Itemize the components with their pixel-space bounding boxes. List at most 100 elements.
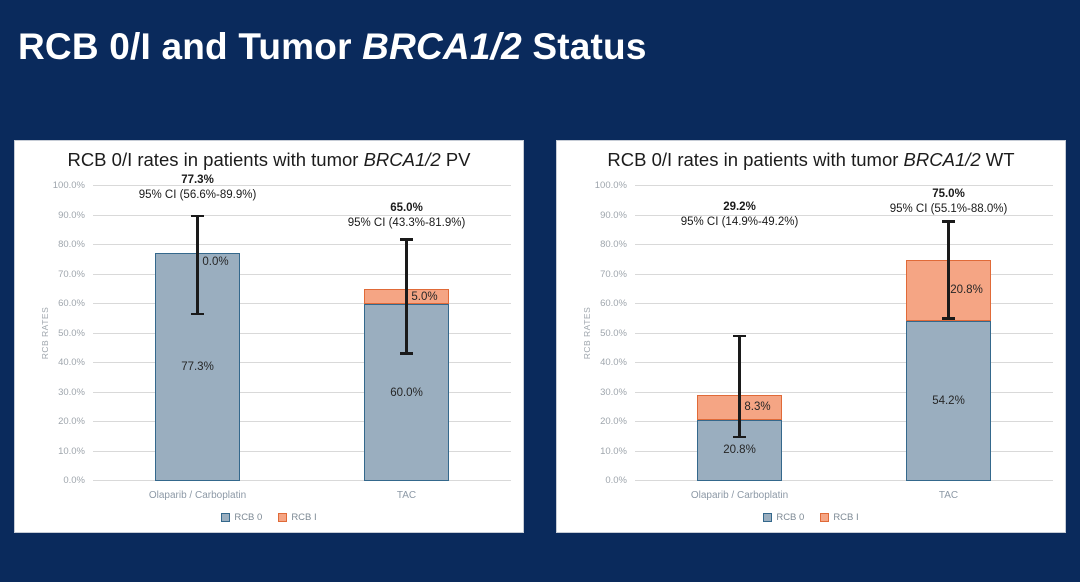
error-bar-cap: [942, 317, 955, 320]
chart-title-wt: RCB 0/I rates in patients with tumor BRC…: [557, 149, 1065, 171]
y-tick-label: 40.0%: [58, 357, 85, 368]
error-bar-cap: [400, 352, 413, 355]
gridline: [93, 391, 511, 393]
gridline: [93, 421, 511, 422]
legend-pv: RCB 0 RCB I: [15, 512, 523, 523]
total-annotation: 75.0% 95% CI (55.1%-88.0%): [890, 187, 1008, 216]
total-annotation: 77.3% 95% CI (56.6%-89.9%): [139, 173, 257, 202]
bar-value-label: 8.3%: [744, 401, 771, 414]
x-axis-label: Olaparib / Carboplatin: [148, 490, 247, 501]
y-tick-label: 100.0%: [594, 180, 627, 191]
y-tick-label: 70.0%: [600, 268, 627, 280]
total-value: 65.0%: [390, 202, 423, 215]
y-tick-label: 10.0%: [600, 445, 627, 457]
y-tick-label: 50.0%: [600, 327, 627, 339]
legend-swatch: [221, 513, 231, 522]
legend-item: RCB 0: [221, 512, 262, 523]
gridline: [93, 362, 511, 363]
gridline: [635, 185, 1053, 186]
gridline: [635, 450, 1053, 452]
total-annotation: 65.0% 95% CI (43.3%-81.9%): [348, 201, 466, 230]
error-bar: [405, 239, 408, 354]
legend-swatch: [763, 513, 773, 522]
gridline: [635, 362, 1053, 363]
legend-label: RCB I: [291, 512, 317, 523]
confidence-interval: 95% CI (55.1%-88.0%): [889, 202, 1008, 215]
chart-panel-brca-pv: RCB 0/I rates in patients with tumor BRC…: [14, 140, 524, 533]
gridline: [635, 303, 1053, 304]
gridline: [635, 273, 1053, 275]
legend-swatch: [278, 513, 288, 522]
confidence-interval: 95% CI (56.6%-89.9%): [138, 188, 257, 201]
y-tick-label: 60.0%: [58, 298, 85, 309]
error-bar: [738, 335, 741, 438]
legend-label: RCB 0: [776, 512, 805, 523]
confidence-interval: 95% CI (43.3%-81.9%): [347, 216, 466, 229]
y-tick-label: 20.0%: [58, 416, 85, 427]
error-bar-cap: [400, 238, 413, 241]
gridline: [635, 332, 1053, 334]
x-axis-label: TAC: [396, 490, 417, 501]
gridline: [93, 480, 511, 481]
gridline: [93, 273, 511, 275]
gridline: [93, 214, 511, 216]
slide-title: RCB 0/I and Tumor BRCA1/2 Status: [18, 26, 647, 68]
slide-title-gene: BRCA1/2: [362, 26, 522, 67]
confidence-interval: 95% CI (14.9%-49.2%): [680, 215, 799, 228]
gridline: [93, 450, 511, 452]
gridline: [93, 303, 511, 304]
chart-title-pv: RCB 0/I rates in patients with tumor BRC…: [15, 149, 523, 171]
y-tick-label: 90.0%: [600, 209, 627, 221]
gridline: [635, 214, 1053, 216]
legend-wt: RCB 0 RCB I: [557, 512, 1065, 523]
error-bar-cap: [733, 435, 746, 439]
chart-title-gene: BRCA1/2: [363, 149, 441, 170]
bar-value-label: 20.8%: [950, 284, 983, 297]
gridline: [93, 244, 511, 245]
y-tick-label: 70.0%: [58, 268, 85, 280]
legend-label: RCB I: [833, 512, 859, 523]
error-bar: [196, 215, 199, 315]
gridline: [635, 391, 1053, 393]
y-tick-label: 20.0%: [600, 416, 627, 427]
chart-title-suffix: WT: [980, 149, 1015, 170]
y-tick-label: 100.0%: [52, 180, 85, 191]
bar-value-label: 60.0%: [390, 386, 423, 399]
total-value: 75.0%: [932, 188, 965, 201]
slide-title-prefix: RCB 0/I and Tumor: [18, 26, 363, 67]
chart-panel-brca-wt: RCB 0/I rates in patients with tumor BRC…: [556, 140, 1066, 533]
legend-item: RCB 0: [763, 512, 804, 523]
x-axis-label: Olaparib / Carboplatin: [690, 490, 789, 501]
y-tick-label: 80.0%: [58, 239, 85, 250]
legend-item: RCB I: [278, 512, 317, 523]
bar-value-label: 54.2%: [932, 395, 965, 408]
error-bar: [947, 221, 950, 319]
chart-title-suffix: PV: [440, 149, 471, 170]
bar-value-label: 20.8%: [723, 444, 756, 457]
error-bar-cap: [733, 334, 746, 338]
y-tick-label: 40.0%: [600, 357, 627, 368]
bar-value-label: 5.0%: [411, 290, 438, 303]
bar-value-label: 0.0%: [202, 255, 229, 268]
bar-segment-rcb-0: [697, 419, 782, 481]
gridline: [635, 480, 1053, 481]
y-tick-label: 60.0%: [600, 298, 627, 309]
bar-segment-rcb-0: [906, 321, 991, 481]
chart-title-prefix: RCB 0/I rates in patients with tumor: [67, 149, 364, 170]
y-tick-label: 80.0%: [600, 239, 627, 250]
total-value: 77.3%: [181, 174, 214, 187]
x-axis-label: TAC: [938, 490, 959, 501]
gridline: [635, 421, 1053, 422]
legend-item: RCB I: [820, 512, 859, 523]
error-bar-cap: [942, 220, 955, 223]
y-tick-label: 10.0%: [58, 445, 85, 457]
chart-title-prefix: RCB 0/I rates in patients with tumor: [607, 149, 904, 170]
y-tick-label: 0.0%: [605, 475, 627, 486]
plot-area-wt: 0.0% 10.0% 20.0% 30.0% 40.0% 50.0% 60.0% 70.0% 8…: [595, 180, 1053, 501]
chart-title-gene: BRCA1/2: [903, 149, 981, 170]
gridline: [93, 332, 511, 334]
plot-area-pv: 0.0% 10.0% 20.0% 30.0% 40.0% 50.0% 60.0% 70.0% 8…: [53, 174, 511, 501]
bar-value-label: 77.3%: [181, 360, 214, 373]
y-tick-label: 50.0%: [58, 327, 85, 339]
legend-swatch: [820, 513, 830, 522]
